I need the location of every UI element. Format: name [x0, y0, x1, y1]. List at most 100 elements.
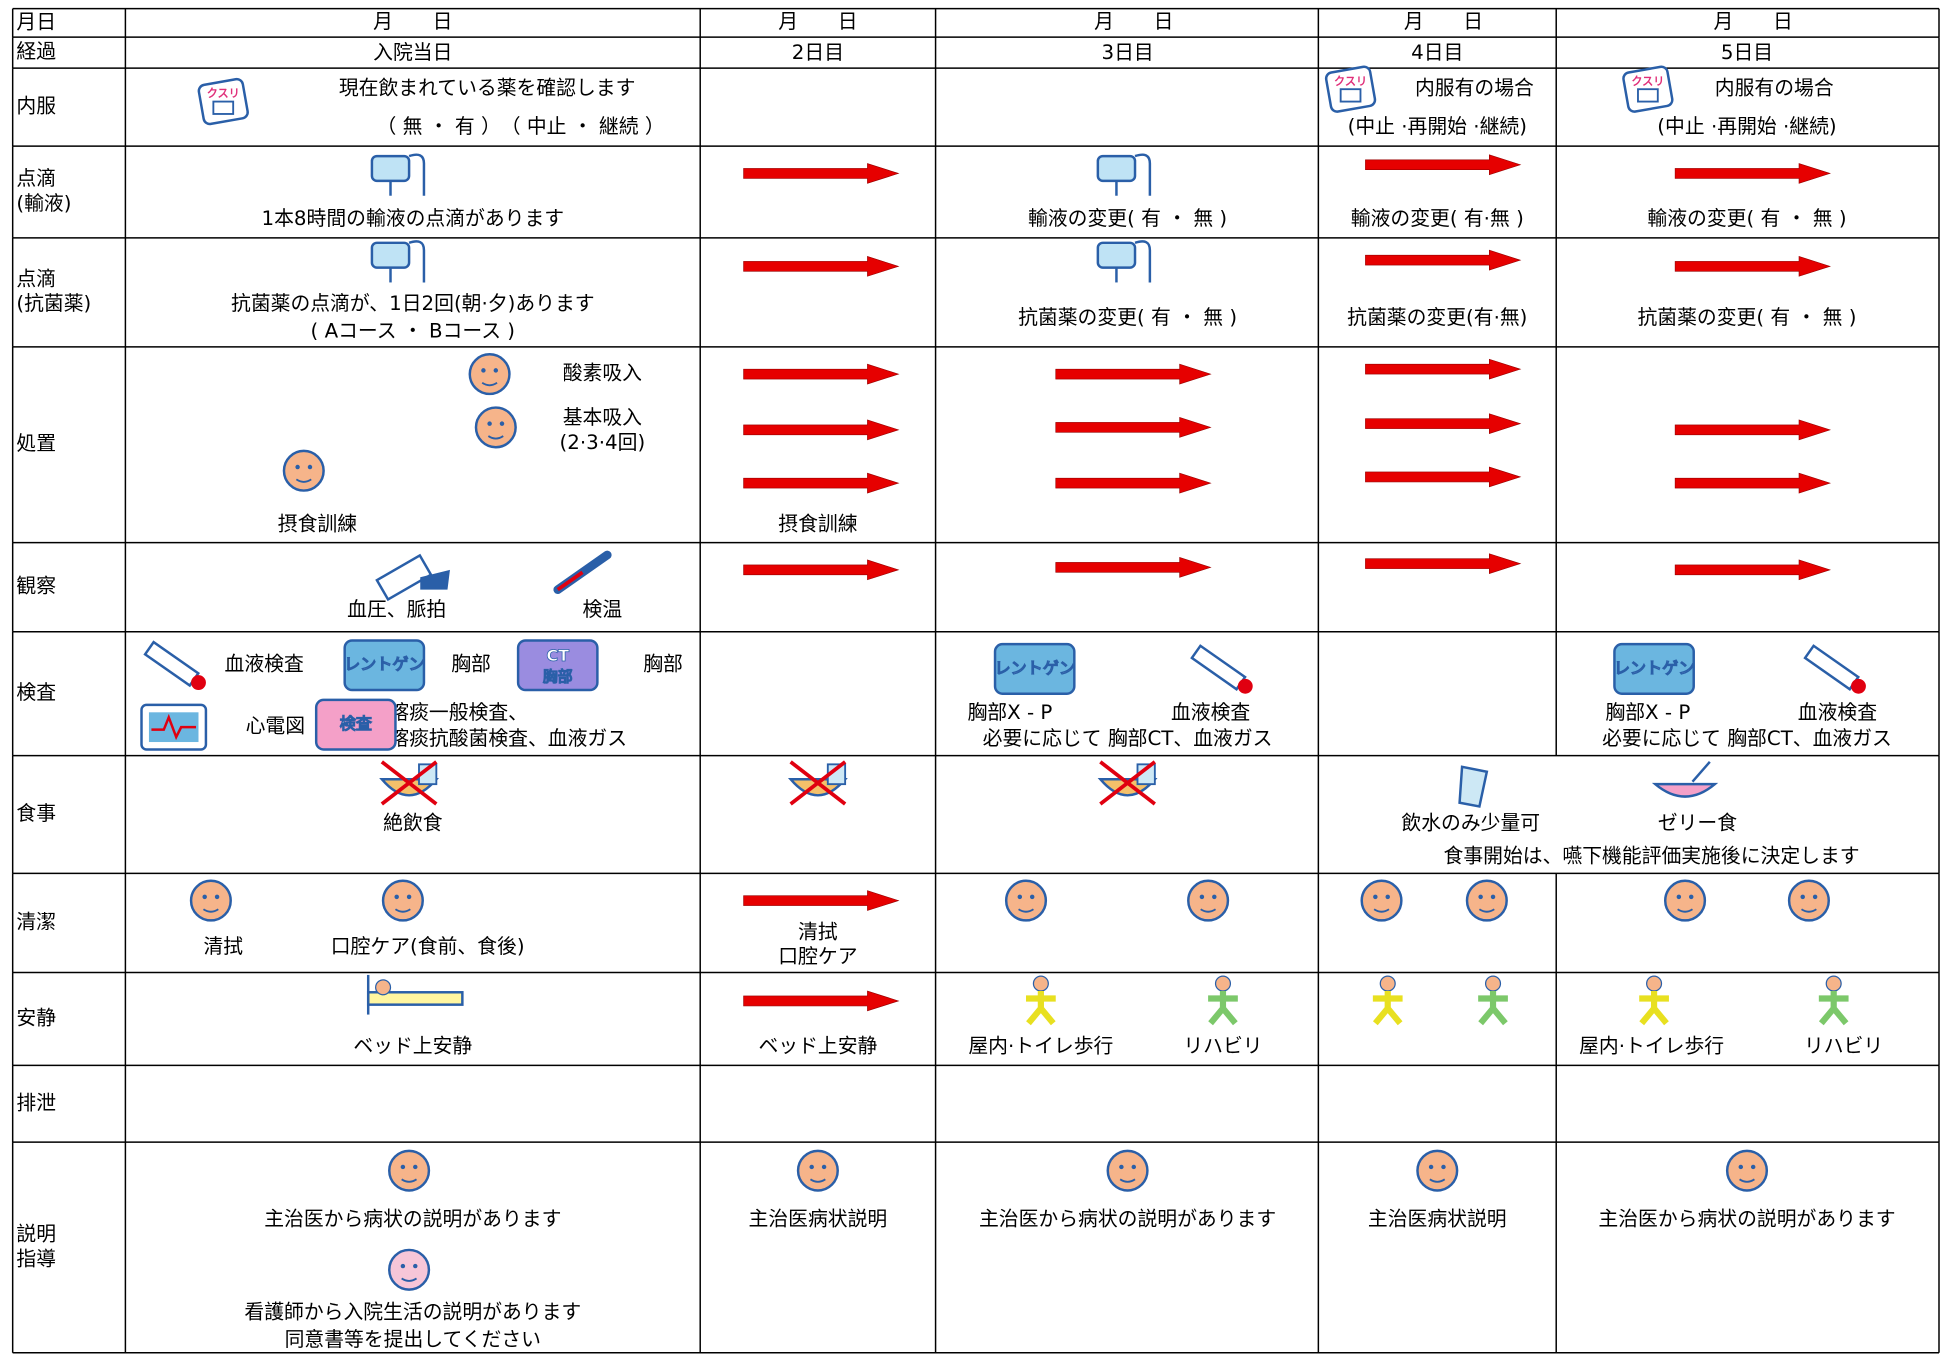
person-icon [388, 1149, 431, 1192]
cell-text: 輸液の変更( 有 ・ 無 ) [1647, 207, 1846, 230]
icon-shape [1803, 644, 1860, 691]
icon-label: レントゲン [994, 658, 1074, 677]
icon-shape [151, 713, 197, 741]
icon-shape [307, 464, 313, 470]
arrow [743, 890, 900, 911]
row-label: 検査 [16, 681, 56, 704]
icon-shape [420, 569, 450, 590]
icon-shape [408, 153, 426, 196]
person-icon [388, 1248, 431, 1291]
person-icon [1106, 1149, 1149, 1192]
icon-shape [1385, 894, 1390, 900]
person-icon [1360, 879, 1403, 922]
icon-shape [401, 1277, 418, 1282]
icon-shape [468, 353, 511, 396]
icon-shape [1725, 1149, 1769, 1192]
icon-shape [1119, 1164, 1124, 1170]
cell-text: 心電図 [246, 715, 305, 738]
icon-label: レントゲン [1614, 658, 1694, 677]
syringe-icon [143, 640, 206, 691]
icon-shape [1639, 991, 1669, 1026]
icon-shape [1373, 894, 1378, 900]
cell-text: 抗菌薬の変更(有·無) [1347, 306, 1527, 329]
icon-shape [1458, 765, 1489, 808]
icon-shape [381, 879, 424, 922]
icon-shape [1018, 908, 1034, 913]
cell-text: 血圧、脈拍 [347, 598, 446, 621]
cell-text: 抗菌薬の変更( 有 ・ 無 ) [1018, 306, 1237, 329]
icon-label: クスリ [1334, 75, 1367, 88]
icon-shape [1339, 88, 1362, 103]
drip-icon [370, 153, 426, 196]
cell-text: 飲水のみ少量可 [1401, 811, 1540, 834]
medicine-icon: クスリ [1622, 65, 1674, 113]
cell-text: 血液検査 [1798, 701, 1877, 724]
cell-text: 喀痰一般検査、 [389, 701, 528, 724]
icon-shape [993, 642, 1076, 695]
icon-shape [1428, 1164, 1434, 1170]
cell-text: 屋内·トイレ歩行 [1579, 1034, 1724, 1057]
icon-shape [400, 1164, 406, 1170]
row-label: 内服 [16, 95, 56, 118]
cell-text: 4日目 [1411, 41, 1463, 64]
icon-shape [1379, 975, 1396, 992]
cell-text: (中止 ·再開始 ·継続) [1657, 115, 1836, 138]
person-icon [381, 879, 424, 922]
row-label: 排泄 [16, 1091, 56, 1114]
icon-shape [202, 894, 207, 900]
row-label: 指導 [16, 1247, 56, 1270]
arrow [1674, 559, 1831, 581]
person-icon [1416, 1149, 1459, 1192]
bed-icon [366, 974, 464, 1015]
icon-shape [1478, 894, 1483, 900]
icon-shape [481, 381, 498, 387]
arrow [1674, 256, 1831, 277]
arrow [743, 472, 900, 494]
cell-text: 口腔ケア [778, 945, 857, 968]
icon-shape [1637, 88, 1659, 103]
icon-shape [1800, 908, 1817, 913]
icon-shape [406, 894, 412, 900]
icon-shape [1032, 975, 1049, 992]
icon-shape [1134, 153, 1152, 196]
icon-shape [1441, 1164, 1446, 1170]
icon-shape [375, 553, 433, 602]
walking-icon [1372, 975, 1403, 1026]
icon-shape [408, 240, 426, 283]
cell-text: 主治医病状説明 [749, 1208, 888, 1231]
icon-shape [1187, 879, 1230, 922]
icon-shape [1106, 1149, 1149, 1192]
icon-label: クスリ [1631, 75, 1664, 88]
walking-icon [1818, 975, 1849, 1026]
icon-shape [1026, 991, 1056, 1026]
icon-shape [1199, 894, 1205, 900]
arrow [1365, 249, 1522, 271]
arrow [743, 419, 900, 441]
cell-text: 喀痰抗酸菌検査、血液ガス [389, 727, 627, 750]
row-label: 経過 [16, 40, 56, 63]
cell-text: 清拭 [203, 935, 243, 958]
icon-shape [1096, 241, 1137, 269]
icon-shape [191, 675, 206, 691]
cell-text: 月 日 [1714, 10, 1793, 33]
icon-shape [1490, 894, 1496, 900]
icon-shape [516, 639, 599, 692]
icon-shape [1484, 975, 1502, 992]
cell-text: 月 日 [373, 10, 452, 33]
ecg-icon [140, 703, 208, 751]
syringe-icon [1190, 644, 1253, 694]
icon-shape [143, 640, 201, 688]
icon-shape [388, 1149, 431, 1192]
person-icon [1725, 1149, 1769, 1192]
icon-shape [1214, 975, 1232, 992]
cell-text: 月 日 [1404, 10, 1483, 33]
cell-text: 内服有の場合 [1715, 77, 1834, 100]
cell-text: (中止 ·再開始 ·継続) [1348, 115, 1527, 138]
cell-text: 月 日 [1094, 10, 1173, 33]
cell-text: ( Aコース ・ Bコース ) [311, 319, 516, 342]
icon-shape [1851, 678, 1866, 694]
icon-shape [493, 368, 499, 373]
icon-shape [1818, 991, 1849, 1026]
icon-shape [380, 760, 438, 806]
